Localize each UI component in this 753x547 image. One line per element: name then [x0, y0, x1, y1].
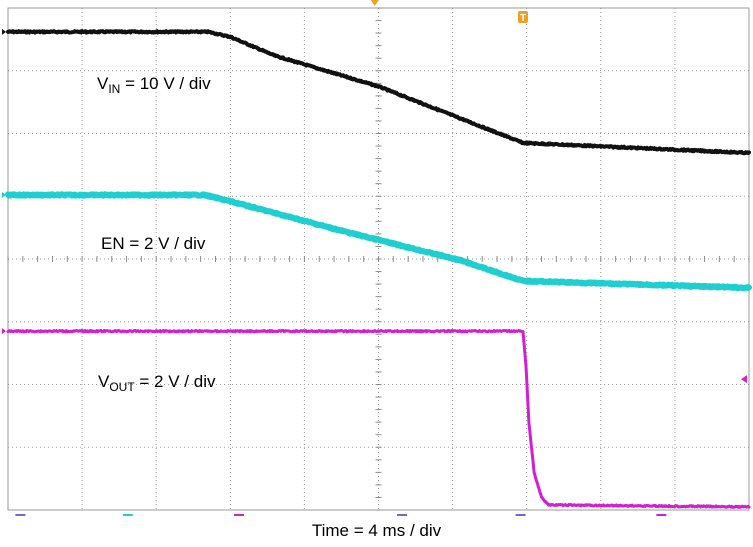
channel-marker-vout: [2, 328, 6, 335]
vout-scale-label: VOUT = 2 V / div: [98, 372, 216, 394]
marker-layer: T: [15, 0, 747, 516]
trigger-badge-icon: [517, 11, 528, 23]
trigger-position-marker: [370, 0, 379, 6]
en-scale-label: EN = 2 V / div: [101, 234, 206, 253]
trigger-symbol: T: [520, 13, 526, 24]
trace-layer: [2, 28, 752, 509]
trace-vin: [6, 29, 751, 156]
channel-marker-vin: [2, 28, 6, 35]
trace-en: [5, 191, 752, 292]
x-axis-label: Time = 4 ms / div: [311, 521, 442, 540]
vin-scale-label: VIN = 10 V / div: [97, 74, 211, 96]
channel-marker-en: [2, 191, 6, 198]
trace-vout: [6, 328, 751, 509]
trigger-level-marker: [741, 375, 747, 384]
graticule: [7, 7, 750, 511]
